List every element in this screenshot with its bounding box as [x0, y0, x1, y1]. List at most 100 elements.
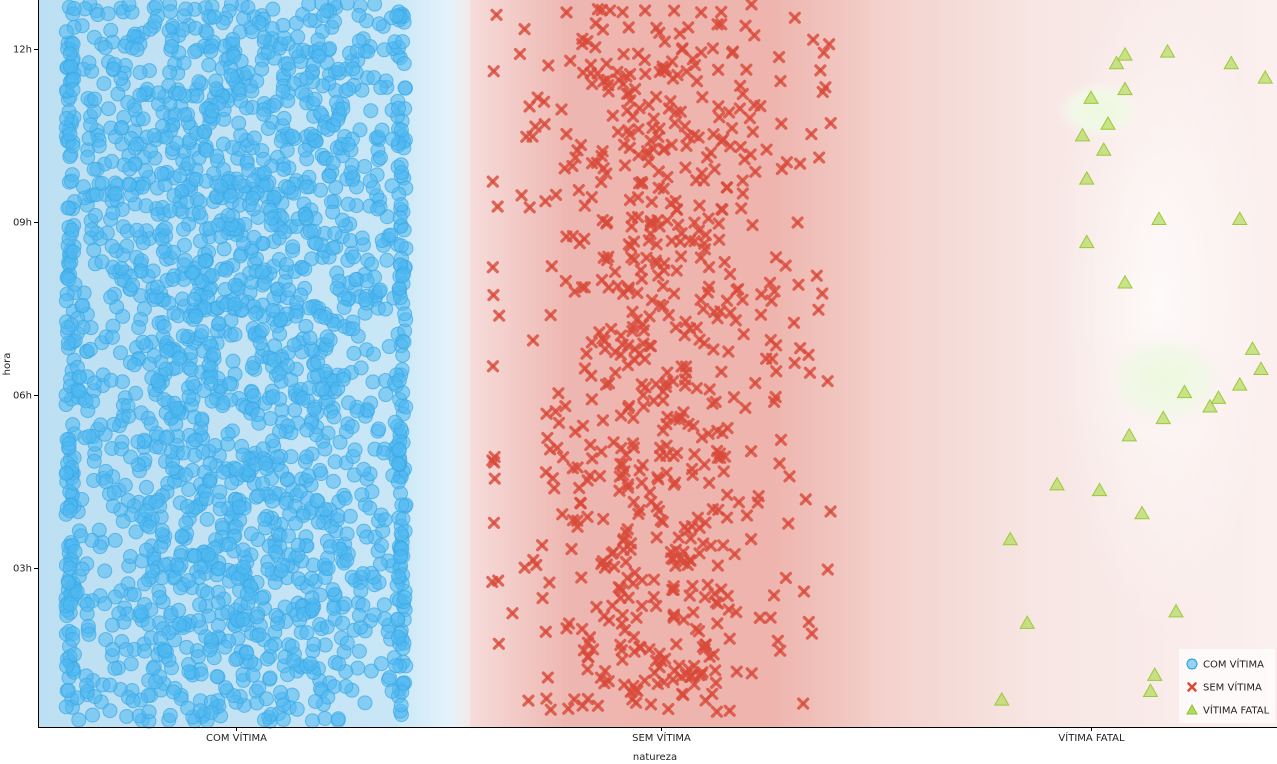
data-point-com-vitima [175, 328, 191, 344]
data-point-com-vitima [81, 626, 97, 642]
data-point-com-vitima [376, 445, 392, 461]
data-point-com-vitima [103, 289, 119, 305]
data-point-com-vitima [317, 710, 333, 726]
data-point-com-vitima [395, 347, 411, 363]
data-point-com-vitima [126, 357, 142, 373]
data-point-com-vitima [192, 233, 208, 249]
data-point-com-vitima [244, 190, 260, 206]
data-point-sem-vitima [717, 539, 730, 552]
data-point-sem-vitima [648, 666, 661, 679]
data-point-com-vitima [315, 381, 331, 397]
data-point-com-vitima [117, 477, 133, 493]
data-point-com-vitima [107, 660, 123, 676]
data-point-com-vitima [124, 277, 140, 293]
data-point-com-vitima [103, 372, 119, 388]
data-point-com-vitima [215, 136, 231, 152]
data-point-com-vitima [281, 282, 297, 298]
data-point-com-vitima [287, 402, 303, 418]
data-point-com-vitima [191, 205, 207, 221]
data-point-sem-vitima [526, 334, 540, 347]
data-point-com-vitima [210, 217, 226, 233]
data-point-com-vitima [331, 656, 347, 672]
data-point-com-vitima [126, 587, 142, 603]
data-point-com-vitima [377, 512, 393, 528]
data-point-sem-vitima [814, 64, 827, 77]
data-point-com-vitima [217, 639, 233, 655]
data-point-com-vitima [105, 641, 121, 657]
data-point-com-vitima [135, 334, 151, 350]
data-point-com-vitima [351, 7, 367, 23]
y-axis-label: hora [2, 353, 13, 376]
data-point-com-vitima [97, 40, 113, 56]
data-point-com-vitima [152, 589, 168, 605]
data-point-com-vitima [325, 155, 341, 171]
data-point-sem-vitima [596, 414, 610, 427]
data-points [58, 0, 1274, 729]
data-point-com-vitima [346, 345, 362, 361]
data-point-com-vitima [189, 88, 205, 104]
data-point-com-vitima [145, 563, 161, 579]
data-point-com-vitima [378, 387, 394, 403]
data-point-com-vitima [91, 138, 107, 154]
data-point-com-vitima [60, 682, 76, 698]
data-point-sem-vitima [617, 138, 631, 151]
data-point-com-vitima [256, 106, 272, 122]
data-point-com-vitima [136, 301, 152, 317]
data-point-com-vitima [123, 656, 139, 672]
data-point-sem-vitima [812, 303, 825, 316]
data-point-com-vitima [269, 449, 285, 465]
data-point-sem-vitima [586, 452, 599, 465]
data-point-com-vitima [58, 465, 74, 481]
data-point-com-vitima [97, 596, 113, 612]
data-point-com-vitima [299, 625, 315, 641]
data-point-com-vitima [339, 552, 355, 568]
data-point-com-vitima [390, 611, 406, 627]
data-point-com-vitima [201, 57, 217, 73]
data-point-com-vitima [356, 461, 372, 477]
data-point-com-vitima [218, 680, 234, 696]
data-point-com-vitima [110, 86, 126, 102]
data-point-sem-vitima [821, 375, 834, 388]
data-point-sem-vitima [575, 571, 588, 584]
data-point-com-vitima [258, 691, 274, 707]
data-point-com-vitima [208, 81, 224, 97]
data-point-com-vitima [355, 566, 371, 582]
data-point-com-vitima [169, 400, 185, 416]
data-point-com-vitima [285, 239, 301, 255]
data-point-com-vitima [276, 30, 292, 46]
data-point-com-vitima [59, 658, 75, 674]
data-point-com-vitima [373, 537, 389, 553]
data-point-com-vitima [180, 156, 196, 172]
series-1 [486, 0, 837, 718]
data-point-com-vitima [290, 537, 306, 553]
data-point-com-vitima [136, 576, 152, 592]
data-point-com-vitima [139, 503, 155, 519]
data-point-com-vitima [272, 424, 288, 440]
data-point-com-vitima [146, 348, 162, 364]
data-point-com-vitima [128, 385, 144, 401]
data-point-com-vitima [307, 693, 323, 709]
data-point-com-vitima [257, 511, 273, 527]
data-point-com-vitima [153, 166, 169, 182]
data-point-sem-vitima [598, 665, 612, 678]
data-point-com-vitima [115, 513, 131, 529]
data-point-com-vitima [206, 347, 222, 363]
data-point-com-vitima [105, 61, 121, 77]
data-point-com-vitima [62, 46, 78, 62]
data-point-com-vitima [84, 532, 100, 548]
data-point-com-vitima [284, 638, 300, 654]
data-point-com-vitima [351, 608, 367, 624]
data-point-com-vitima [65, 244, 81, 260]
data-point-com-vitima [254, 590, 270, 606]
data-point-com-vitima [181, 481, 197, 497]
data-point-com-vitima [244, 24, 260, 40]
data-point-com-vitima [381, 339, 397, 355]
data-point-com-vitima [372, 150, 388, 166]
data-point-com-vitima [194, 274, 210, 290]
data-point-sem-vitima [688, 678, 701, 691]
data-point-com-vitima [335, 212, 351, 228]
data-point-com-vitima [265, 389, 281, 405]
data-point-com-vitima [362, 500, 378, 516]
data-point-com-vitima [101, 101, 117, 117]
data-point-sem-vitima [595, 176, 608, 189]
